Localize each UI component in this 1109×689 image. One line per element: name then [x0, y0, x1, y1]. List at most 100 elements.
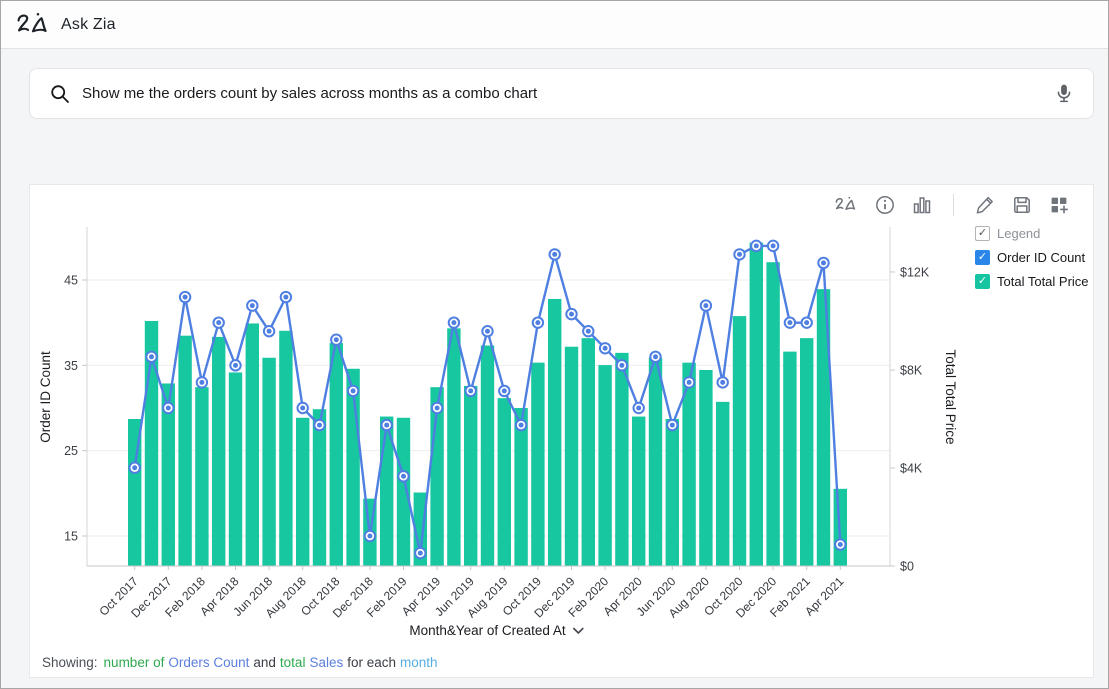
line-point-Jun 2019[interactable] [466, 386, 476, 396]
x-axis-field-dropdown[interactable]: Month&Year of Created At [409, 623, 584, 638]
line-point-Oct 2020[interactable] [734, 249, 744, 259]
mic-icon[interactable] [1055, 83, 1073, 104]
bar-Apr 2018[interactable] [229, 372, 242, 566]
line-point-Feb 2018[interactable] [197, 377, 207, 387]
app-header: Ask Zia [1, 1, 1108, 49]
bar-Feb 2021[interactable] [800, 338, 813, 566]
line-point-Mar 2021[interactable] [818, 258, 828, 268]
line-point-May 2019[interactable] [449, 317, 459, 327]
line-point-Dec 2018[interactable] [365, 531, 375, 541]
bar-May 2018[interactable] [246, 323, 259, 566]
line-point-Jul 2018[interactable] [281, 292, 291, 302]
legend-item-total-price[interactable]: ✓ Total Total Price [975, 274, 1089, 289]
line-point-Nov 2017[interactable] [146, 352, 156, 362]
showing-note-part: Sales [309, 655, 343, 670]
bar-Mar 2018[interactable] [212, 337, 225, 566]
left-axis-tick-label: 25 [64, 444, 78, 458]
line-point-Aug 2018[interactable] [298, 403, 308, 413]
line-point-Feb 2020[interactable] [600, 343, 610, 353]
legend-title: Legend [997, 226, 1040, 241]
legend-item-orders[interactable]: ✓ Order ID Count [975, 250, 1089, 265]
add-widget-icon[interactable] [1049, 195, 1069, 215]
search-bar[interactable]: Show me the orders count by sales across… [29, 68, 1094, 119]
bar-Mar 2020[interactable] [615, 353, 628, 566]
bar-Aug 2018[interactable] [296, 418, 309, 566]
line-point-May 2018[interactable] [247, 300, 257, 310]
orders-count-checkbox[interactable]: ✓ [975, 250, 990, 265]
right-axis-title: Total Total Price [943, 349, 958, 444]
combo-chart-plot[interactable]: 45352515$0$4K$8K$12KOct 2017Dec 2017Feb … [30, 185, 975, 650]
line-point-Jul 2019[interactable] [482, 326, 492, 336]
bar-Jul 2019[interactable] [481, 346, 494, 567]
save-icon[interactable] [1012, 195, 1032, 215]
bar-Jun 2019[interactable] [464, 386, 477, 566]
bar-Oct 2018[interactable] [330, 343, 343, 566]
line-point-Sep 2020[interactable] [718, 377, 728, 387]
bar-Jan 2020[interactable] [582, 338, 595, 566]
search-input[interactable]: Show me the orders count by sales across… [82, 85, 1055, 102]
bar-May 2019[interactable] [447, 328, 460, 566]
line-point-Apr 2021[interactable] [835, 539, 845, 549]
line-point-Apr 2019[interactable] [432, 403, 442, 413]
line-point-Jun 2020[interactable] [667, 420, 677, 430]
line-point-Aug 2020[interactable] [701, 300, 711, 310]
line-point-Dec 2020[interactable] [768, 241, 778, 251]
bar-Jun 2020[interactable] [666, 419, 679, 566]
chevron-down-icon [573, 627, 585, 635]
line-point-Feb 2019[interactable] [398, 471, 408, 481]
bar-Apr 2020[interactable] [632, 417, 645, 566]
bar-Jun 2018[interactable] [262, 358, 275, 566]
line-point-Apr 2018[interactable] [230, 360, 240, 370]
bar-Feb 2018[interactable] [195, 387, 208, 566]
bar-Sep 2020[interactable] [716, 402, 729, 566]
bar-Dec 2020[interactable] [766, 262, 779, 566]
line-point-Jun 2018[interactable] [264, 326, 274, 336]
bar-Aug 2019[interactable] [498, 398, 511, 566]
x-axis-field-label: Month&Year of Created At [409, 623, 565, 638]
bar-Jul 2018[interactable] [279, 331, 292, 566]
legend-item-label: Order ID Count [997, 250, 1085, 265]
line-point-Apr 2020[interactable] [634, 403, 644, 413]
bar-Jan 2021[interactable] [783, 352, 796, 566]
line-point-Oct 2019[interactable] [533, 317, 543, 327]
left-axis-tick-label: 15 [64, 529, 78, 543]
line-point-Nov 2020[interactable] [751, 241, 761, 251]
line-point-Nov 2018[interactable] [348, 386, 358, 396]
line-point-Mar 2018[interactable] [214, 317, 224, 327]
line-point-Nov 2019[interactable] [550, 249, 560, 259]
legend-toggle[interactable]: ✓ Legend [975, 226, 1089, 241]
bar-Oct 2019[interactable] [531, 363, 544, 566]
line-point-Jan 2018[interactable] [180, 292, 190, 302]
bar-Aug 2020[interactable] [699, 370, 712, 566]
bar-Nov 2020[interactable] [750, 243, 763, 566]
line-point-Jul 2020[interactable] [684, 377, 694, 387]
line-point-Jan 2021[interactable] [785, 317, 795, 327]
total-price-checkbox[interactable]: ✓ [975, 274, 990, 289]
line-point-Aug 2019[interactable] [499, 386, 509, 396]
bar-Feb 2019[interactable] [397, 418, 410, 566]
line-point-Oct 2018[interactable] [331, 335, 341, 345]
bar-Feb 2020[interactable] [598, 365, 611, 566]
line-point-Jan 2020[interactable] [583, 326, 593, 336]
line-point-Mar 2019[interactable] [415, 548, 425, 558]
bar-Sep 2018[interactable] [313, 409, 326, 566]
line-point-Jan 2019[interactable] [382, 420, 392, 430]
bar-Dec 2019[interactable] [565, 347, 578, 566]
bar-Nov 2019[interactable] [548, 299, 561, 566]
line-point-Dec 2019[interactable] [566, 309, 576, 319]
legend-item-label: Total Total Price [997, 274, 1089, 289]
line-point-May 2020[interactable] [650, 352, 660, 362]
chart-card: ✓ Legend ✓ Order ID Count ✓ Total Total … [29, 184, 1094, 678]
bar-Jan 2018[interactable] [178, 336, 191, 566]
bar-May 2020[interactable] [649, 358, 662, 566]
line-point-Feb 2021[interactable] [802, 317, 812, 327]
bar-Oct 2020[interactable] [733, 316, 746, 566]
line-point-Sep 2019[interactable] [516, 420, 526, 430]
line-point-Oct 2017[interactable] [130, 463, 140, 473]
line-point-Sep 2018[interactable] [314, 420, 324, 430]
legend-checkbox[interactable]: ✓ [975, 226, 990, 241]
edit-icon[interactable] [975, 195, 995, 215]
line-point-Dec 2017[interactable] [163, 403, 173, 413]
bar-Sep 2019[interactable] [514, 408, 527, 566]
line-point-Mar 2020[interactable] [617, 360, 627, 370]
